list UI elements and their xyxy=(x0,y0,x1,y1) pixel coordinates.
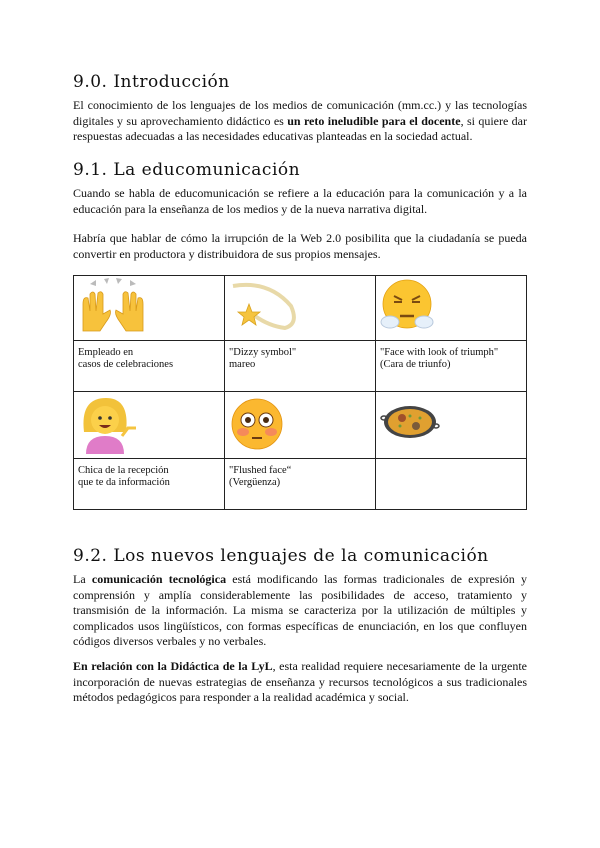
paragraph-intro: El conocimiento de los lenguajes de los … xyxy=(73,98,528,143)
caption-information-desk-person: Chica de la recepción que te da informaci… xyxy=(73,458,225,510)
raised-hands-icon xyxy=(82,278,144,332)
caption-flushed-face: "Flushed face“ (Vergüenza) xyxy=(224,458,376,510)
paella-icon xyxy=(380,406,440,438)
caption-face-with-look-of-triumph: "Face with look of triumph" (Cara de triu… xyxy=(375,340,527,392)
heading-educomunicacion: 9.1. La educomunicación xyxy=(73,160,301,180)
cell-raised-hands xyxy=(73,275,225,341)
caption-dizzy-symbol: "Dizzy symbol" mareo xyxy=(224,340,376,392)
paragraph-comunicacion-tecnologica: La comunicación tecnológica está modific… xyxy=(73,572,528,648)
caption-paella-empty xyxy=(375,458,527,510)
caption-raised-hands: Empleado en casos de celebraciones xyxy=(73,340,225,392)
dizzy-symbol-icon xyxy=(232,282,296,331)
information-desk-person-icon xyxy=(83,398,136,454)
paragraph-educomunicacion-1: Cuando se habla de educomunicación se re… xyxy=(73,186,527,216)
heading-nuevos-lenguajes: 9.2. Los nuevos lenguajes de la comunica… xyxy=(73,546,489,566)
paragraph-didactica-lyl: En relación con la Didáctica de la LyL, … xyxy=(73,659,528,704)
cell-paella xyxy=(375,391,527,459)
cell-information-desk-person xyxy=(73,391,225,459)
cell-dizzy-symbol xyxy=(224,275,376,341)
paragraph-educomunicacion-2: Habría que hablar de cómo la irrupción d… xyxy=(73,231,527,261)
face-with-look-of-triumph-icon xyxy=(380,279,434,329)
cell-flushed-face xyxy=(224,391,376,459)
cell-face-with-look-of-triumph xyxy=(375,275,527,341)
flushed-face-icon xyxy=(231,398,283,450)
emoji-table: Empleado en casos de celebraciones "Dizzy… xyxy=(73,275,527,510)
heading-introduccion: 9.0. Introducción xyxy=(73,72,230,92)
